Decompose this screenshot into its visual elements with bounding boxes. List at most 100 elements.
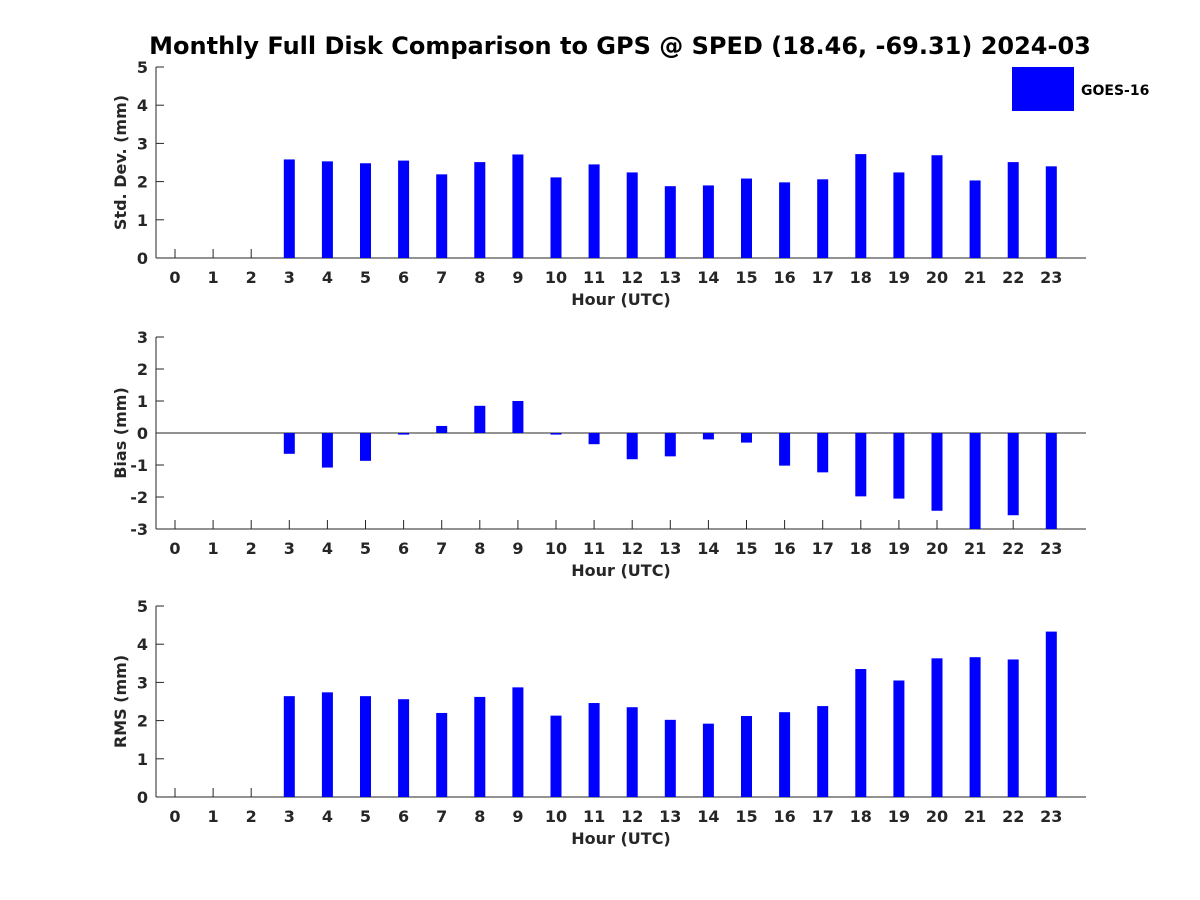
x-tick-label: 17 (812, 268, 834, 287)
x-tick-label: 18 (850, 539, 872, 558)
x-tick-label: 0 (169, 807, 180, 826)
y-tick-label: 4 (137, 635, 148, 654)
legend-label: GOES-16 (1081, 83, 1149, 99)
bar (664, 433, 676, 457)
bar (1045, 631, 1057, 797)
bar (969, 180, 981, 258)
x-tick-label: 12 (621, 268, 643, 287)
x-tick-label: 16 (773, 268, 795, 287)
x-tick-label: 16 (773, 807, 795, 826)
x-tick-label: 23 (1040, 268, 1062, 287)
bar (931, 658, 943, 797)
x-tick-label: 4 (322, 539, 333, 558)
x-tick-label: 1 (208, 268, 219, 287)
bar (550, 433, 562, 435)
bar (283, 159, 295, 258)
bar (626, 707, 638, 797)
x-tick-label: 0 (169, 268, 180, 287)
x-tick-label: 7 (436, 539, 447, 558)
bar (512, 687, 524, 797)
y-tick-label: 5 (137, 597, 148, 616)
legend-swatch (1012, 67, 1074, 111)
x-tick-label: 16 (773, 539, 795, 558)
bar (436, 425, 448, 433)
x-tick-label: 5 (360, 807, 371, 826)
bar (779, 433, 791, 466)
x-tick-label: 6 (398, 539, 409, 558)
x-tick-label: 2 (246, 807, 257, 826)
x-tick-label: 22 (1002, 807, 1024, 826)
x-tick-label: 5 (360, 268, 371, 287)
x-tick-label: 12 (621, 539, 643, 558)
x-tick-label: 22 (1002, 268, 1024, 287)
bar (969, 433, 981, 529)
x-tick-label: 6 (398, 268, 409, 287)
y-tick-label: 2 (137, 712, 148, 731)
bar (741, 716, 752, 797)
x-tick-label: 15 (735, 539, 757, 558)
x-tick-label: 21 (964, 268, 986, 287)
x-tick-label: 14 (697, 807, 719, 826)
x-tick-label: 8 (474, 268, 485, 287)
x-tick-label: 3 (284, 807, 295, 826)
bar (779, 712, 791, 797)
bar (893, 172, 905, 258)
x-tick-label: 13 (659, 807, 681, 826)
x-tick-label: 17 (812, 539, 834, 558)
bar (398, 433, 410, 435)
bar (1007, 659, 1019, 797)
y-tick-label: 3 (137, 134, 148, 153)
bar (741, 178, 752, 258)
bar (855, 669, 867, 797)
x-tick-label: 9 (512, 807, 523, 826)
x-tick-label: 11 (583, 807, 605, 826)
x-tick-label: 3 (284, 539, 295, 558)
x-tick-label: 18 (850, 807, 872, 826)
bar (817, 179, 829, 258)
bar (398, 160, 410, 258)
x-tick-label: 23 (1040, 807, 1062, 826)
y-tick-label: -1 (130, 456, 148, 475)
bar (893, 680, 905, 797)
x-tick-label: 5 (360, 539, 371, 558)
y-tick-label: 2 (137, 360, 148, 379)
bar (321, 692, 333, 797)
bar (436, 712, 448, 797)
bar (474, 162, 486, 258)
bar (817, 706, 829, 797)
y-axis-label: Std. Dev. (mm) (111, 95, 130, 230)
y-tick-label: 1 (137, 750, 148, 769)
bar (741, 433, 752, 443)
bar (702, 723, 714, 797)
x-tick-label: 8 (474, 539, 485, 558)
x-tick-label: 2 (246, 268, 257, 287)
bar (626, 172, 638, 258)
bar (474, 696, 486, 797)
x-axis-label: Hour (UTC) (571, 290, 671, 309)
bar (817, 433, 829, 473)
x-tick-label: 1 (208, 807, 219, 826)
bar (283, 696, 295, 797)
x-tick-label: 2 (246, 539, 257, 558)
bar (398, 699, 410, 797)
x-axis-label: Hour (UTC) (571, 561, 671, 580)
x-tick-label: 19 (888, 268, 910, 287)
bar (360, 433, 371, 461)
y-tick-label: 0 (137, 424, 148, 443)
x-tick-label: 14 (697, 539, 719, 558)
bar (702, 433, 714, 440)
bar (360, 163, 371, 258)
bar (702, 185, 714, 258)
x-tick-label: 15 (735, 268, 757, 287)
x-tick-label: 14 (697, 268, 719, 287)
bar (779, 182, 791, 258)
x-tick-label: 21 (964, 539, 986, 558)
x-tick-label: 7 (436, 807, 447, 826)
x-tick-label: 18 (850, 268, 872, 287)
x-tick-label: 11 (583, 539, 605, 558)
y-tick-label: 3 (137, 328, 148, 347)
y-tick-label: -2 (130, 488, 148, 507)
